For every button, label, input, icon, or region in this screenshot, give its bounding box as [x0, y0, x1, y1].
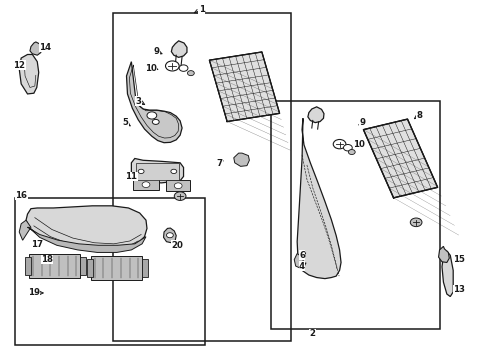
Bar [166, 180, 189, 192]
Text: 20: 20 [171, 241, 183, 250]
Text: 10: 10 [144, 64, 157, 73]
Circle shape [166, 233, 173, 238]
Text: 6: 6 [299, 251, 305, 260]
Text: 16: 16 [15, 190, 27, 199]
Text: 2: 2 [309, 329, 315, 338]
Circle shape [147, 112, 157, 119]
Bar [133, 179, 158, 190]
Bar [113, 13, 290, 341]
Polygon shape [438, 246, 448, 262]
Polygon shape [294, 253, 304, 269]
Polygon shape [363, 119, 437, 198]
Polygon shape [441, 251, 452, 297]
Circle shape [347, 149, 354, 154]
Circle shape [138, 169, 144, 174]
Text: 10: 10 [352, 140, 364, 149]
Text: 8: 8 [415, 111, 421, 120]
Text: 1: 1 [198, 5, 204, 14]
Bar [80, 257, 86, 275]
Circle shape [142, 182, 150, 188]
Polygon shape [209, 52, 279, 122]
Circle shape [187, 71, 194, 76]
Polygon shape [30, 42, 42, 55]
Text: 5: 5 [122, 118, 128, 127]
Bar [15, 198, 205, 345]
Circle shape [179, 65, 187, 71]
Text: 7: 7 [216, 159, 222, 168]
Text: 19: 19 [28, 288, 40, 297]
Text: 12: 12 [13, 61, 25, 70]
Text: 15: 15 [452, 255, 464, 264]
Circle shape [165, 61, 179, 71]
Polygon shape [26, 206, 147, 250]
Bar [29, 254, 80, 278]
Bar [271, 101, 439, 329]
Polygon shape [131, 158, 183, 183]
Polygon shape [297, 118, 340, 279]
Bar [91, 256, 142, 280]
Text: 18: 18 [41, 255, 53, 264]
Circle shape [170, 169, 176, 174]
Text: 9: 9 [359, 118, 365, 127]
Circle shape [409, 218, 421, 226]
Polygon shape [19, 220, 31, 240]
Text: 14: 14 [40, 43, 52, 52]
Polygon shape [171, 41, 186, 57]
Circle shape [174, 192, 185, 201]
Circle shape [152, 120, 159, 125]
Polygon shape [19, 54, 39, 94]
Bar [142, 259, 148, 277]
Polygon shape [27, 227, 146, 252]
Bar [25, 257, 31, 275]
Polygon shape [126, 62, 182, 143]
Polygon shape [233, 153, 249, 166]
Polygon shape [163, 228, 176, 243]
Text: 13: 13 [452, 285, 464, 294]
Circle shape [174, 183, 182, 189]
Text: 17: 17 [31, 240, 43, 249]
Bar [136, 163, 179, 180]
Polygon shape [307, 107, 324, 123]
Text: 11: 11 [125, 172, 137, 181]
Circle shape [332, 139, 345, 149]
Text: 4: 4 [298, 262, 305, 271]
Circle shape [343, 144, 351, 151]
Text: 9: 9 [153, 47, 160, 56]
Text: 3: 3 [135, 96, 142, 105]
Bar [87, 259, 93, 277]
